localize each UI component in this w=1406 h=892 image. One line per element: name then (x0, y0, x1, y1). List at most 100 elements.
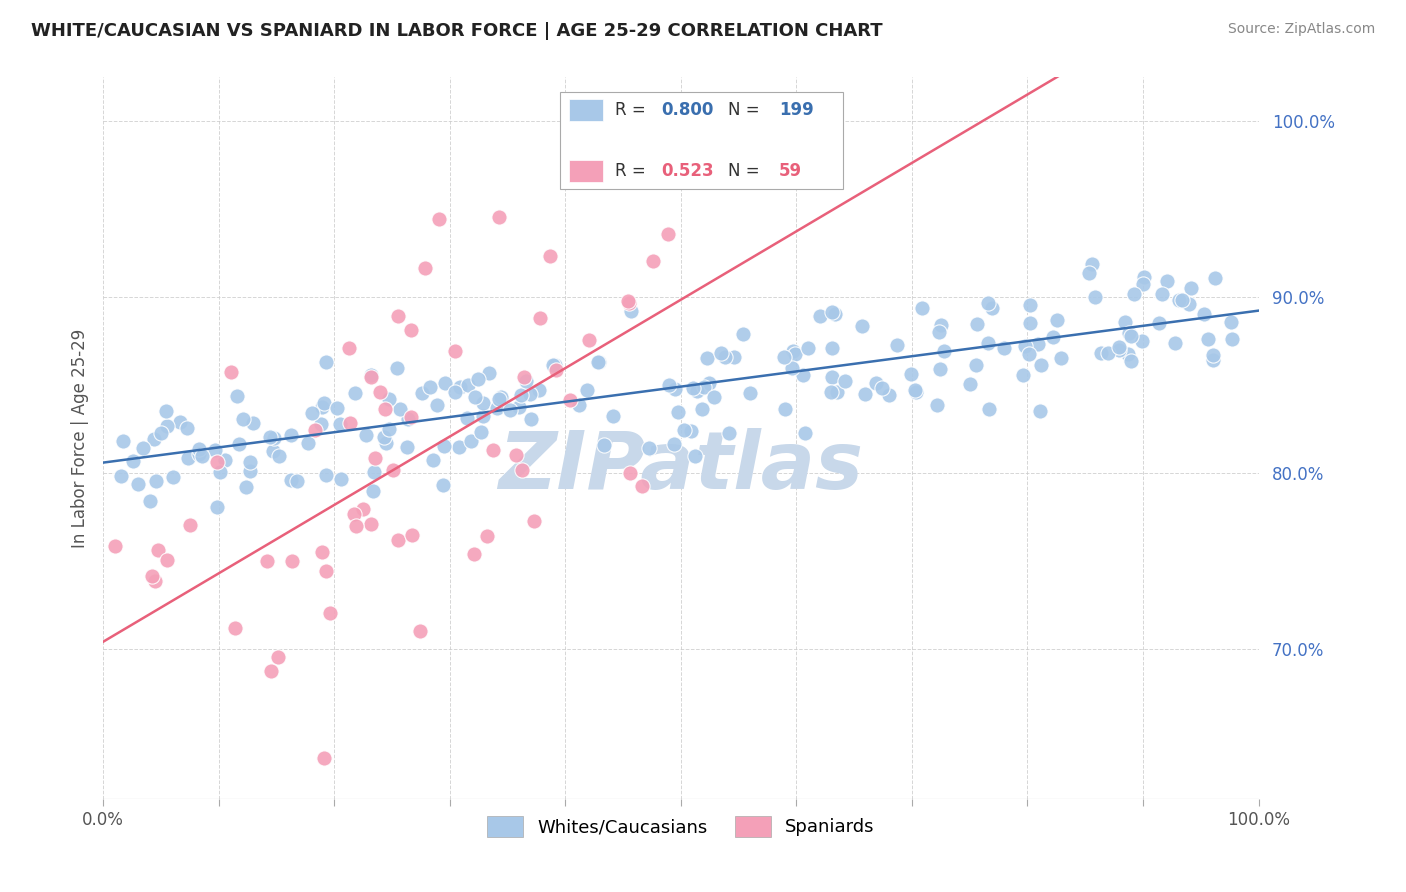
Point (478, 366, 501, 380)
Point (886, 338, 908, 352)
Point (993, 341, 1015, 355)
Point (499, 403, 522, 417)
Point (1026, 336, 1049, 351)
Point (679, 424, 702, 438)
Point (460, 434, 482, 449)
Point (925, 398, 948, 412)
Point (377, 422, 399, 436)
Point (146, 542, 169, 557)
Point (825, 384, 848, 399)
Point (434, 376, 457, 391)
Point (1081, 257, 1104, 271)
Point (281, 554, 304, 568)
Point (544, 359, 567, 373)
Point (929, 362, 952, 376)
Point (686, 384, 709, 398)
Point (662, 436, 685, 450)
Point (141, 569, 163, 583)
Point (456, 411, 478, 425)
Point (408, 624, 430, 638)
Point (344, 519, 367, 533)
Point (388, 401, 411, 416)
Text: 199: 199 (779, 101, 814, 119)
Point (204, 442, 226, 457)
Point (966, 317, 988, 331)
Point (657, 227, 679, 241)
Point (682, 381, 704, 395)
Point (1201, 348, 1223, 362)
Point (1090, 346, 1112, 360)
Point (127, 477, 149, 491)
Text: ZIPatlas: ZIPatlas (498, 428, 863, 506)
Point (395, 441, 418, 455)
Point (432, 478, 454, 492)
Point (235, 480, 257, 494)
Point (772, 351, 794, 365)
Point (354, 428, 377, 442)
Point (145, 474, 167, 488)
Point (267, 650, 290, 665)
Point (904, 383, 927, 397)
Point (1178, 297, 1201, 311)
Point (508, 400, 530, 414)
Point (905, 384, 928, 399)
Point (1097, 345, 1119, 359)
Point (385, 361, 408, 376)
Point (1171, 293, 1194, 307)
Point (228, 436, 250, 450)
Point (1132, 277, 1154, 291)
Point (363, 465, 385, 479)
Point (373, 430, 395, 444)
Point (1123, 286, 1146, 301)
Point (262, 444, 284, 458)
Text: 0.800: 0.800 (661, 101, 714, 119)
Point (311, 545, 333, 559)
Point (352, 502, 374, 516)
Point (1118, 326, 1140, 340)
Point (619, 466, 641, 480)
Point (139, 494, 162, 508)
Point (387, 533, 409, 547)
Point (666, 405, 689, 419)
Point (1156, 274, 1178, 288)
Point (592, 438, 614, 452)
Point (1202, 353, 1225, 368)
Point (187, 442, 209, 456)
Point (733, 326, 755, 341)
Point (1078, 266, 1101, 280)
Point (399, 323, 422, 337)
Point (419, 379, 441, 393)
Point (1197, 332, 1219, 346)
Point (1042, 330, 1064, 344)
Point (444, 385, 467, 400)
Point (775, 401, 797, 416)
Point (879, 387, 901, 401)
Text: R =: R = (614, 101, 651, 119)
Point (576, 383, 599, 397)
Point (315, 467, 337, 482)
Point (329, 417, 352, 431)
Point (267, 449, 290, 463)
Text: N =: N = (728, 162, 765, 180)
Point (865, 376, 887, 391)
Point (617, 294, 640, 309)
Point (482, 443, 505, 458)
Point (1119, 329, 1142, 343)
Point (1130, 334, 1153, 348)
Point (225, 389, 247, 403)
Point (239, 464, 262, 478)
Point (422, 452, 444, 467)
Point (796, 341, 818, 355)
Point (242, 417, 264, 431)
Point (488, 211, 510, 225)
Point (1018, 298, 1040, 312)
Point (588, 354, 610, 368)
Text: R =: R = (614, 162, 651, 180)
Point (782, 343, 804, 358)
Point (457, 378, 479, 392)
Point (853, 387, 876, 401)
Point (464, 390, 486, 404)
Point (1180, 281, 1202, 295)
Point (977, 402, 1000, 417)
Point (104, 539, 127, 553)
